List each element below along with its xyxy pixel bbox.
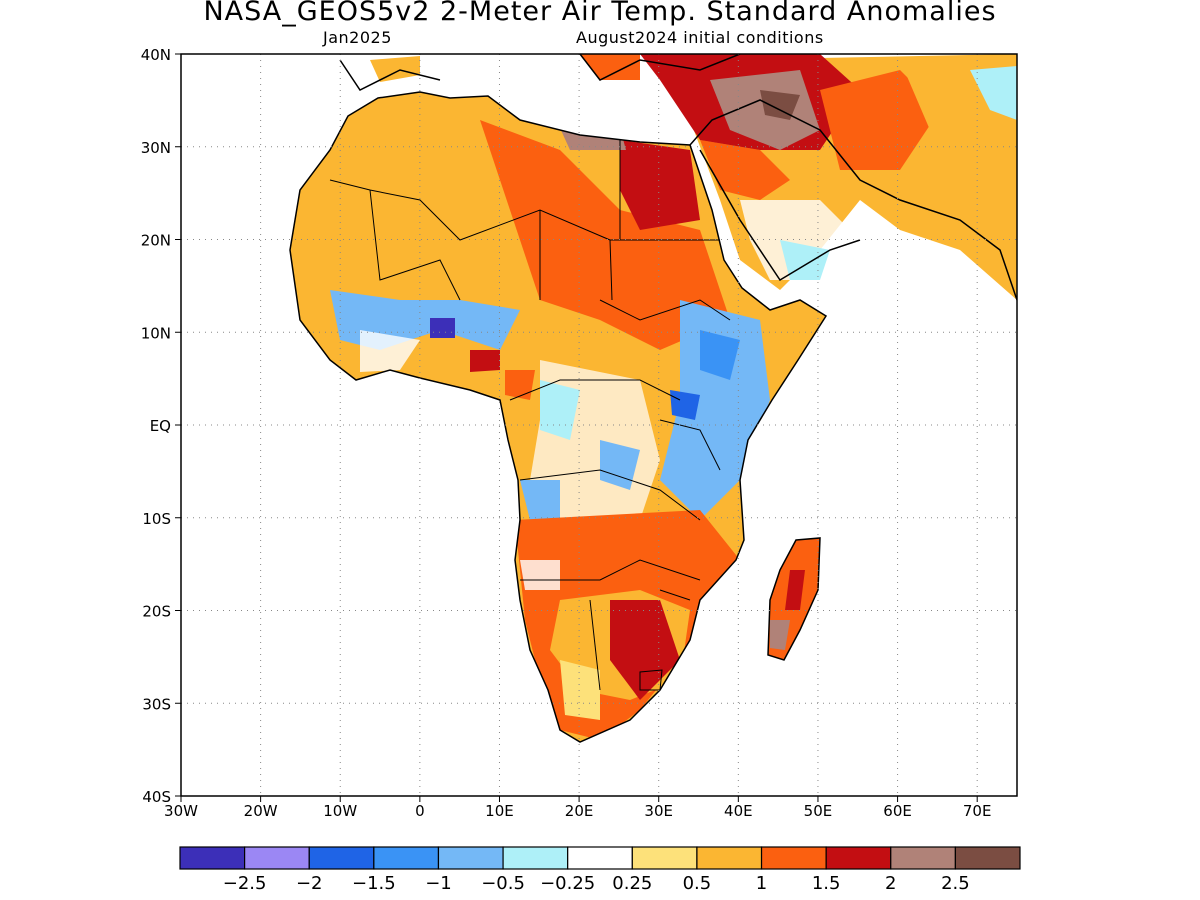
lon-tick-label: 20E (565, 802, 594, 820)
colorbar-swatch (502, 846, 569, 870)
colorbar-swatch (825, 846, 892, 870)
map-title: NASA_GEOS5v2 2-Meter Air Temp. Standard … (203, 0, 997, 27)
lon-tick-label: 60E (883, 802, 912, 820)
lon-tick-label: 40E (724, 802, 753, 820)
gridlines (181, 54, 1017, 796)
lat-tick-label: 40S (142, 788, 171, 806)
lat-tick-label: 20S (142, 603, 171, 621)
anomaly-sahara-east (480, 120, 730, 350)
forecast-month: Jan2025 (323, 28, 392, 47)
lat-tick-label: 40N (141, 46, 171, 64)
colorbar: −2.5 −2 −1.5 −1 −0.5 −0.25 0.25 0.5 1 1.5 2 2.5 (179, 846, 1021, 894)
colorbar-label: −0.5 (481, 873, 525, 894)
lat-tick-label: 10N (141, 324, 171, 342)
lon-tick-label: 0 (415, 802, 425, 820)
colorbar-swatch (244, 846, 310, 870)
colorbar-swatch (567, 846, 633, 870)
lat-tick-label: EQ (150, 417, 171, 435)
latitude-axis: 40N 30N 20N 10N EQ 10S 20S 30S 40S (141, 46, 181, 806)
lon-tick-label: 10W (323, 802, 357, 820)
colorbar-label: −2.5 (223, 873, 267, 894)
colorbar-label: −1.5 (352, 873, 396, 894)
colorbar-swatch (760, 846, 827, 870)
colorbar-swatch (179, 846, 246, 870)
colorbar-swatch (373, 846, 440, 870)
colorbar-label: 2 (885, 873, 896, 894)
lon-tick-label: 20W (244, 802, 278, 820)
colorbar-label: 2.5 (941, 873, 970, 894)
colorbar-label: 0.25 (612, 873, 652, 894)
colorbar-label: 1.5 (812, 873, 841, 894)
lat-tick-label: 10S (142, 510, 171, 528)
lat-tick-label: 30S (142, 695, 171, 713)
colorbar-swatch (954, 846, 1021, 870)
lon-tick-label: 30W (164, 802, 198, 820)
coastlines (289, 54, 1017, 743)
colorbar-swatch (631, 846, 698, 870)
colorbar-swatch (437, 846, 504, 870)
lat-tick-label: 20N (141, 232, 171, 250)
colorbar-swatch (890, 846, 956, 870)
colorbar-label: 1 (756, 873, 767, 894)
longitude-axis: 30W 20W 10W 0 10E 20E 30E 40E 50E 60E 70E (164, 796, 991, 820)
lat-tick-label: 30N (141, 139, 171, 157)
colorbar-label: −2 (296, 873, 323, 894)
colorbar-swatch (308, 846, 375, 870)
lon-tick-label: 30E (644, 802, 673, 820)
anomaly-egypt-sudan (620, 140, 700, 230)
colorbar-label: 0.5 (683, 873, 712, 894)
initial-conditions: August2024 initial conditions (576, 28, 824, 47)
colorbar-label: −1 (425, 873, 452, 894)
lon-tick-label: 10E (485, 802, 514, 820)
lon-tick-label: 50E (804, 802, 833, 820)
colorbar-swatch (696, 846, 763, 870)
colorbar-label: −0.25 (540, 873, 595, 894)
lon-tick-label: 70E (963, 802, 992, 820)
